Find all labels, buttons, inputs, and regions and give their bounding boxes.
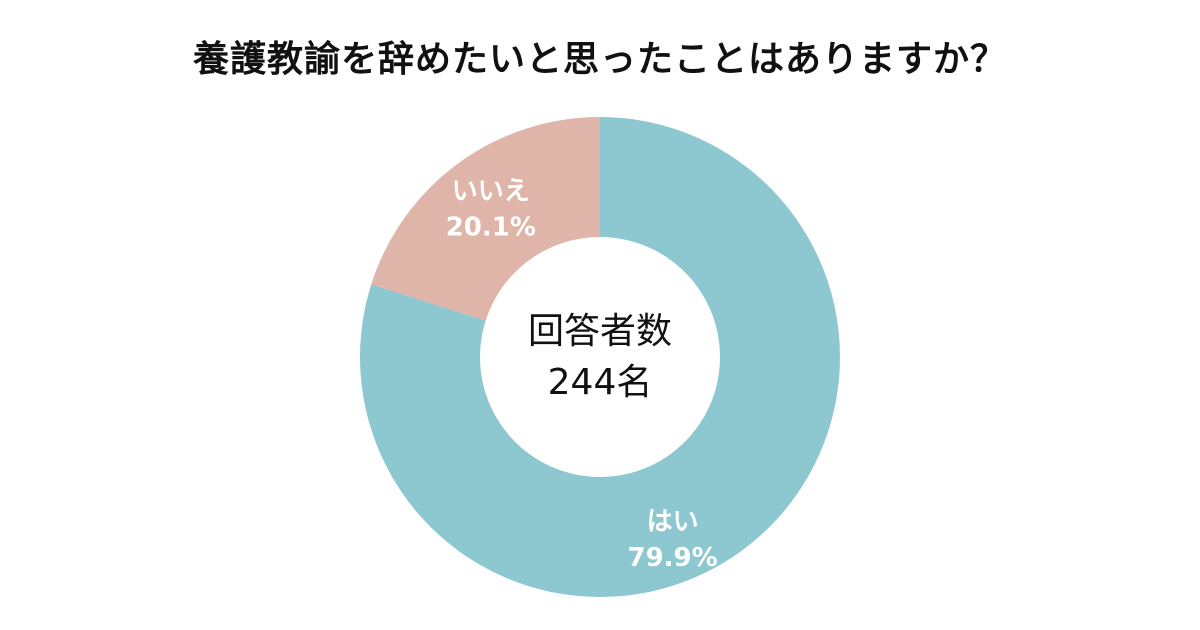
donut-slice-no: [371, 116, 600, 321]
slice-labels: はい 79.9% いいえ 20.1%: [446, 177, 718, 573]
slice-label-no: いいえ: [452, 177, 530, 207]
chart-title: 養護教諭を辞めたいと思ったことはありますか？: [192, 39, 1007, 80]
slice-percent-yes: 79.9%: [627, 543, 717, 573]
slice-percent-no: 20.1%: [446, 213, 536, 243]
center-label-count: 244名: [548, 362, 653, 403]
slice-label-yes: はい: [647, 507, 699, 537]
donut-slice-yes: [360, 117, 840, 597]
donut-slices: [360, 116, 840, 597]
center-label-respondents: 回答者数: [528, 311, 672, 352]
